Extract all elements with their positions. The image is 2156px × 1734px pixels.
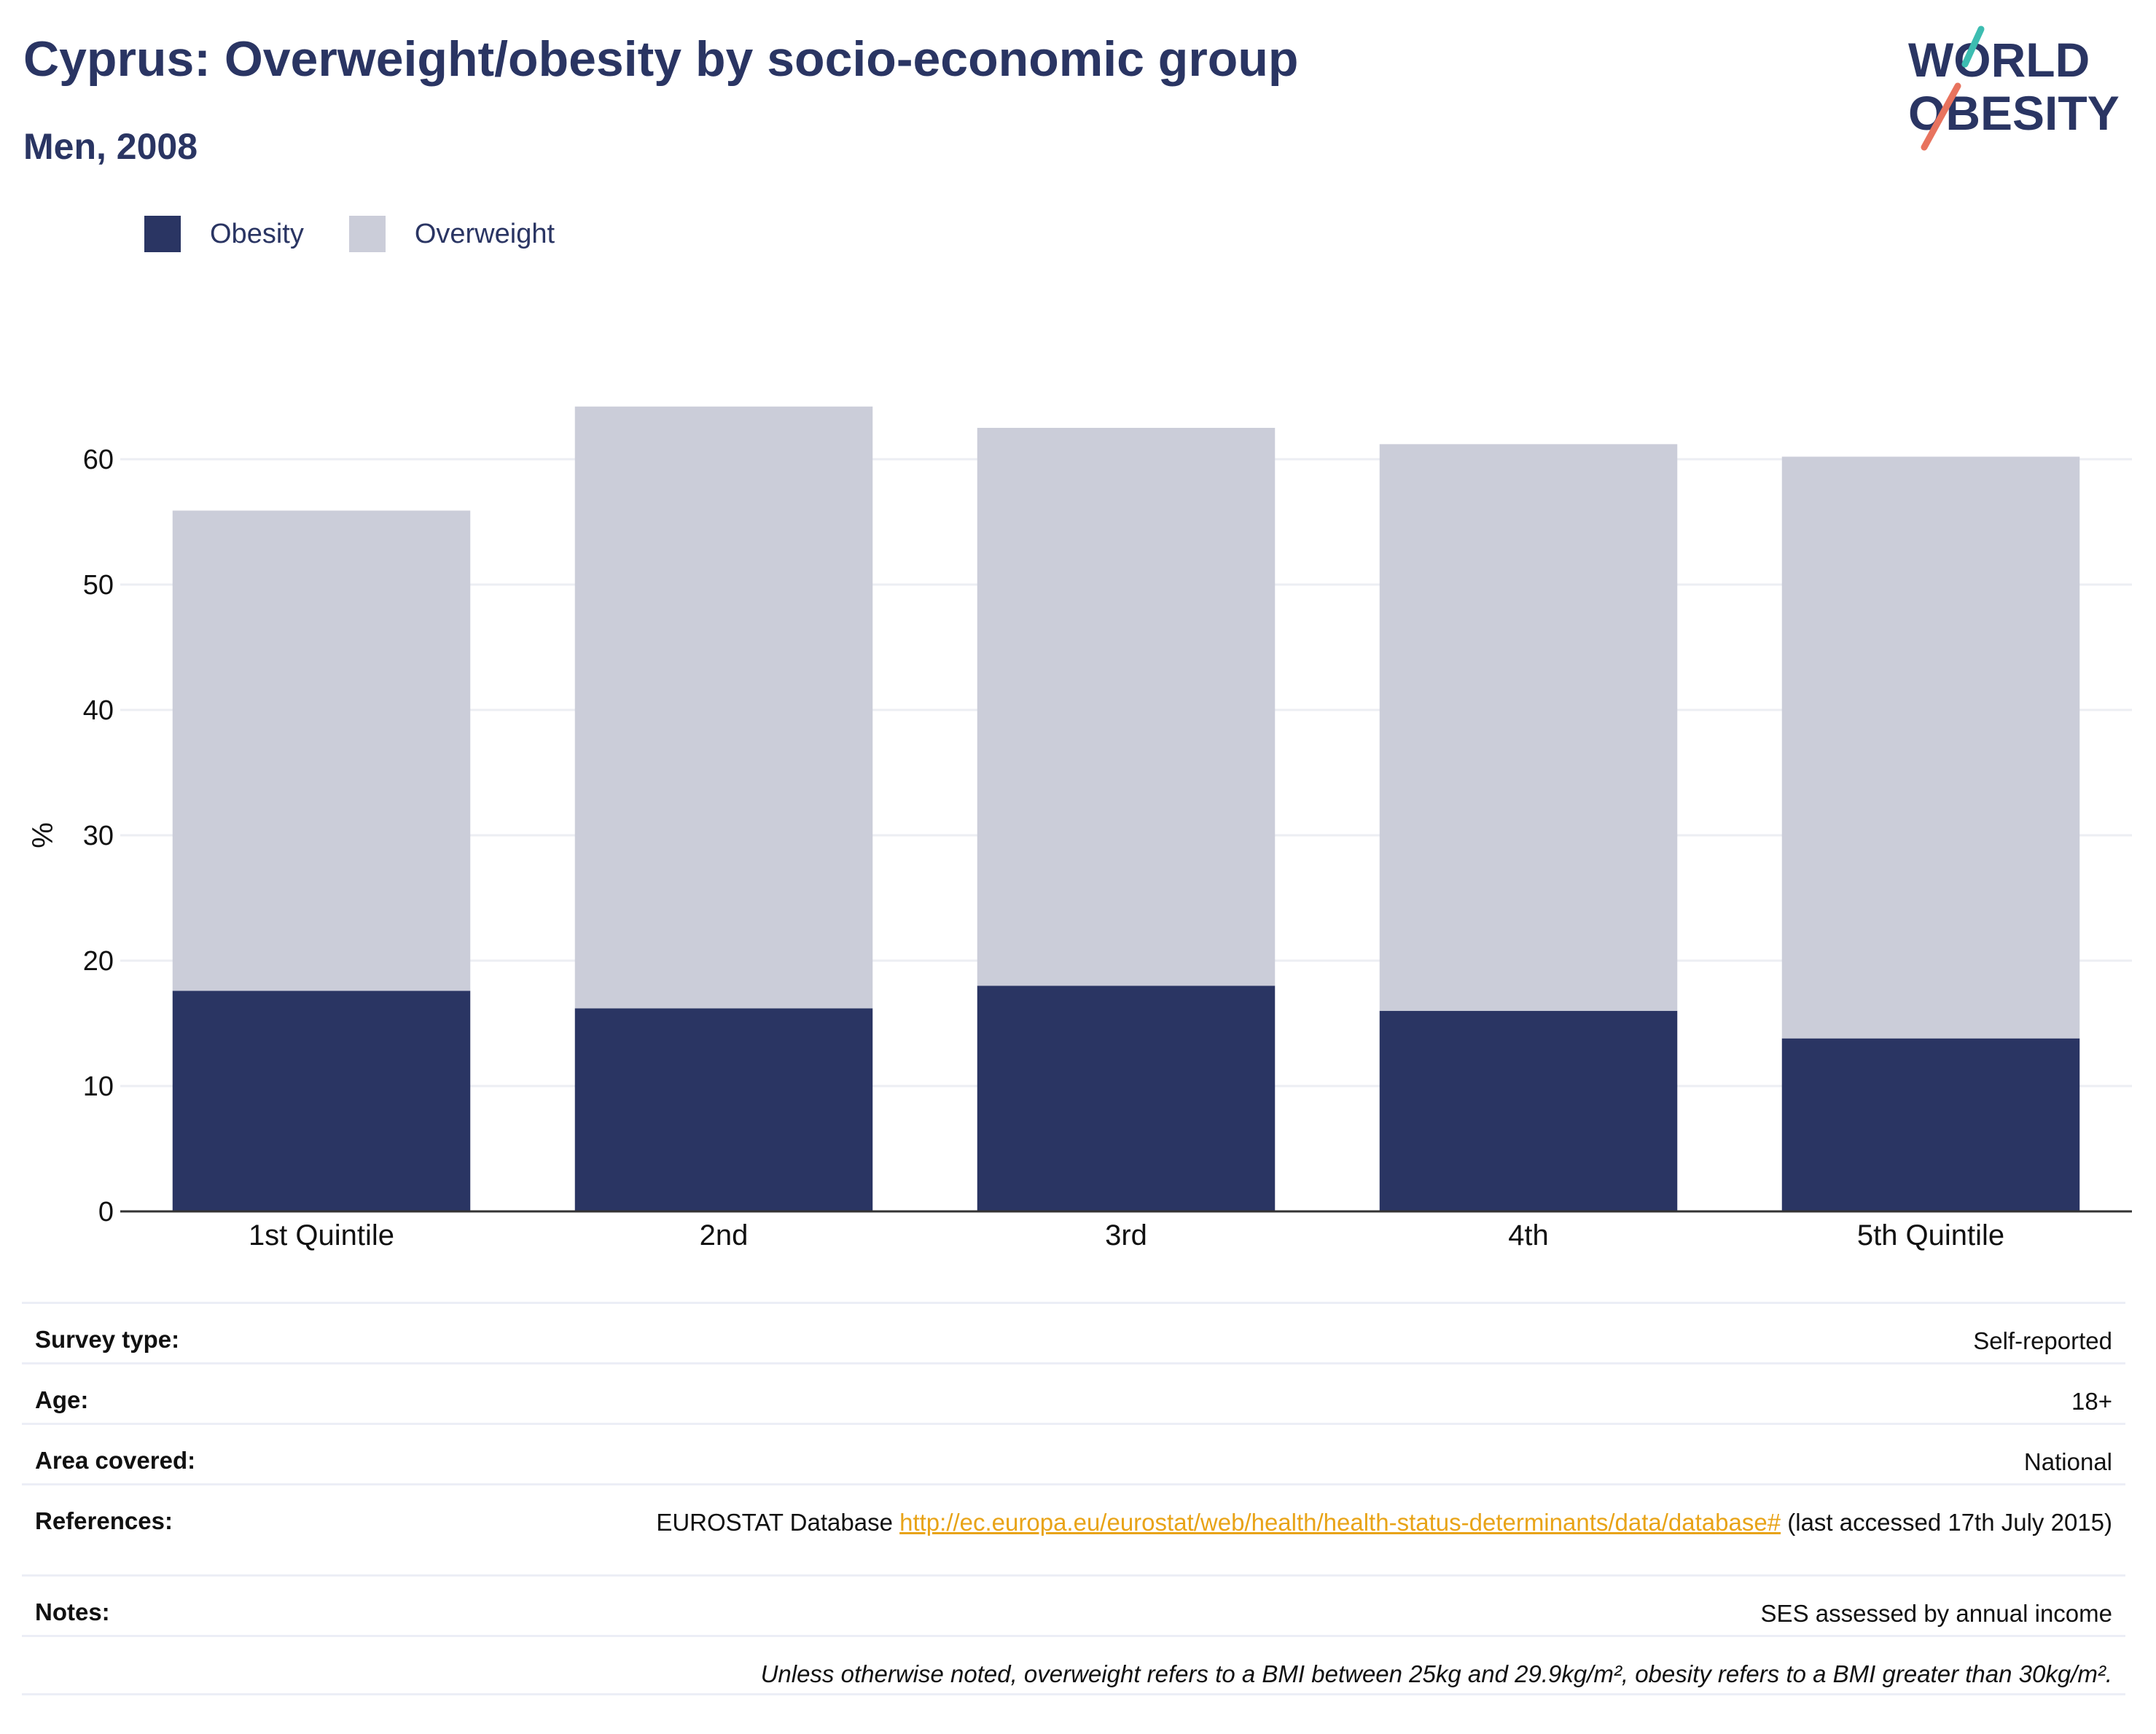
reference-link[interactable]: http://ec.europa.eu/eurostat/web/health/…: [899, 1509, 1781, 1536]
y-axis-label: %: [27, 822, 59, 848]
y-tick-label-10: 10: [83, 1071, 114, 1102]
y-tick-label-30: 30: [83, 821, 114, 851]
reference-prefix: EUROSTAT Database: [656, 1509, 900, 1536]
x-tick-label-3: 3rd: [1105, 1219, 1147, 1251]
logo-line1: WORLD: [1908, 33, 2090, 87]
meta-label-references: References:: [35, 1507, 173, 1534]
meta-label-area: Area covered:: [35, 1447, 196, 1474]
reference-suffix: (last accessed 17th July 2015): [1781, 1509, 2112, 1536]
y-tick-label-40: 40: [83, 695, 114, 726]
legend-label-obesity: Obesity: [210, 218, 304, 249]
bar-obesity-4: [1379, 1010, 1678, 1211]
meta-value-references: EUROSTAT Database http://ec.europa.eu/eu…: [656, 1507, 2112, 1539]
y-tick-label-0: 0: [98, 1197, 114, 1227]
bar-overweight-5: [1781, 456, 2080, 1039]
legend-item-obesity[interactable]: Obesity: [144, 216, 304, 252]
legend-swatch-overweight: [348, 216, 386, 252]
meta-value-age: 18+: [2071, 1388, 2112, 1415]
bar-overweight-2: [574, 406, 873, 1009]
x-tick-label-2: 2nd: [700, 1219, 749, 1251]
meta-value-survey-type: Self-reported: [1973, 1327, 2112, 1354]
legend-item-overweight[interactable]: Overweight: [348, 216, 555, 252]
x-tick-label-1: 1st Quintile: [249, 1219, 394, 1251]
metadata-table: Survey type: Self-reported Age: 18+ Area…: [22, 1302, 2125, 1695]
legend-label-overweight: Overweight: [414, 218, 555, 249]
y-tick-label-50: 50: [83, 570, 114, 601]
legend-swatch-obesity: [144, 216, 181, 252]
bar-obesity-2: [574, 1008, 873, 1211]
meta-value-notes: SES assessed by annual income: [1760, 1600, 2112, 1627]
page-title: Cyprus: Overweight/obesity by socio-econ…: [23, 31, 1299, 87]
meta-label-age: Age:: [35, 1386, 89, 1413]
bar-overweight-1: [172, 510, 471, 991]
bar-obesity-1: [172, 991, 471, 1211]
stacked-bar-chart: 0 10 20 30 40 50 60% 1st Quintile 2nd 3rd 4th 5th Q…: [27, 406, 2132, 1251]
x-tick-label-5: 5th Quintile: [1857, 1219, 2004, 1251]
meta-row-references: References: EUROSTAT Database http://ec.…: [22, 1483, 2125, 1574]
meta-row-area: Area covered: National: [22, 1423, 2125, 1483]
bar-obesity-3: [977, 985, 1276, 1211]
x-tick-label-4: 4th: [1508, 1219, 1549, 1251]
meta-label-survey-type: Survey type:: [35, 1326, 180, 1353]
meta-row-notes: Notes: SES assessed by annual income: [22, 1574, 2125, 1635]
chart-legend: Obesity Overweight: [144, 216, 600, 252]
world-obesity-logo: WORLD OBESITY: [1908, 26, 2120, 151]
logo-coral-slash: [1921, 82, 1961, 151]
meta-value-area: National: [2023, 1448, 2112, 1475]
logo-teal-slash: [1961, 26, 1985, 68]
meta-label-notes: Notes:: [35, 1598, 110, 1625]
meta-row-age: Age: 18+: [22, 1362, 2125, 1423]
page-subtitle: Men, 2008: [23, 126, 198, 167]
y-tick-label-60: 60: [83, 445, 114, 475]
bar-overweight-3: [977, 428, 1276, 986]
bmi-footnote: Unless otherwise noted, overweight refer…: [760, 1660, 2112, 1687]
meta-row-survey-type: Survey type: Self-reported: [22, 1302, 2125, 1362]
bar-overweight-4: [1379, 444, 1678, 1011]
meta-row-footnote: Unless otherwise noted, overweight refer…: [22, 1635, 2125, 1695]
bar-obesity-5: [1781, 1038, 2080, 1211]
y-tick-label-20: 20: [83, 946, 114, 977]
